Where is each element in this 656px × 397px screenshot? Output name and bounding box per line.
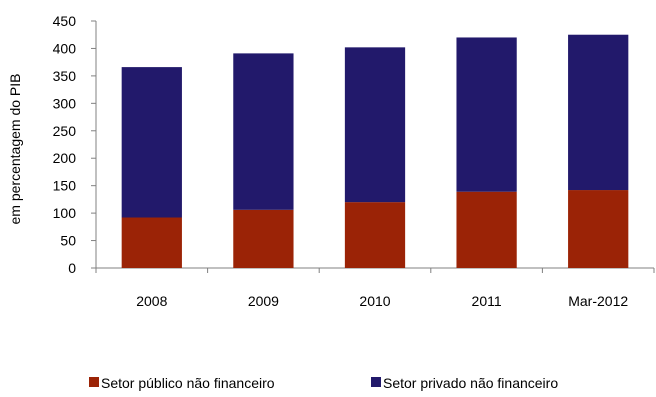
y-tick-label: 350 (53, 68, 77, 84)
legend-label-public: Setor público não financeiro (101, 375, 275, 391)
x-tick-label: Mar-2012 (568, 293, 628, 309)
bar-private-2 (344, 47, 406, 203)
y-tick-label: 400 (53, 40, 77, 56)
legend-swatch-public (89, 377, 99, 387)
bar-public-3 (456, 191, 517, 268)
bar-private-0 (121, 67, 182, 218)
bar-public-4 (568, 190, 629, 268)
bar-private-3 (456, 37, 517, 192)
x-axis: 2008 2009 2010 2011 Mar-2012 (95, 267, 655, 309)
bars (121, 34, 629, 268)
y-tick-label: 0 (68, 260, 76, 276)
bar-public-1 (233, 209, 294, 268)
y-axis-label: em percentagem do PIB (7, 74, 23, 225)
x-tick-label: 2008 (136, 293, 167, 309)
x-tick-label: 2010 (359, 293, 390, 309)
y-tick-label: 150 (53, 178, 77, 194)
y-tick-label: 300 (53, 95, 77, 111)
legend: Setor público não financeiro Setor privad… (89, 375, 558, 391)
y-tick-label: 200 (53, 150, 77, 166)
legend-label-private: Setor privado não financeiro (383, 375, 558, 391)
legend-swatch-private (371, 377, 381, 387)
y-tick-label: 50 (60, 233, 76, 249)
bar-private-1 (233, 53, 294, 210)
bar-private-4 (568, 34, 629, 191)
x-tick-label: 2009 (248, 293, 279, 309)
y-tick-label: 100 (53, 205, 77, 221)
bar-public-0 (121, 217, 182, 268)
y-tick-label: 250 (53, 123, 77, 139)
y-tick-label: 450 (53, 13, 77, 29)
x-tick-label: 2011 (472, 293, 502, 309)
y-axis: 0 50 100 150 200 250 300 350 400 450 (53, 13, 97, 276)
bar-public-2 (344, 202, 406, 268)
